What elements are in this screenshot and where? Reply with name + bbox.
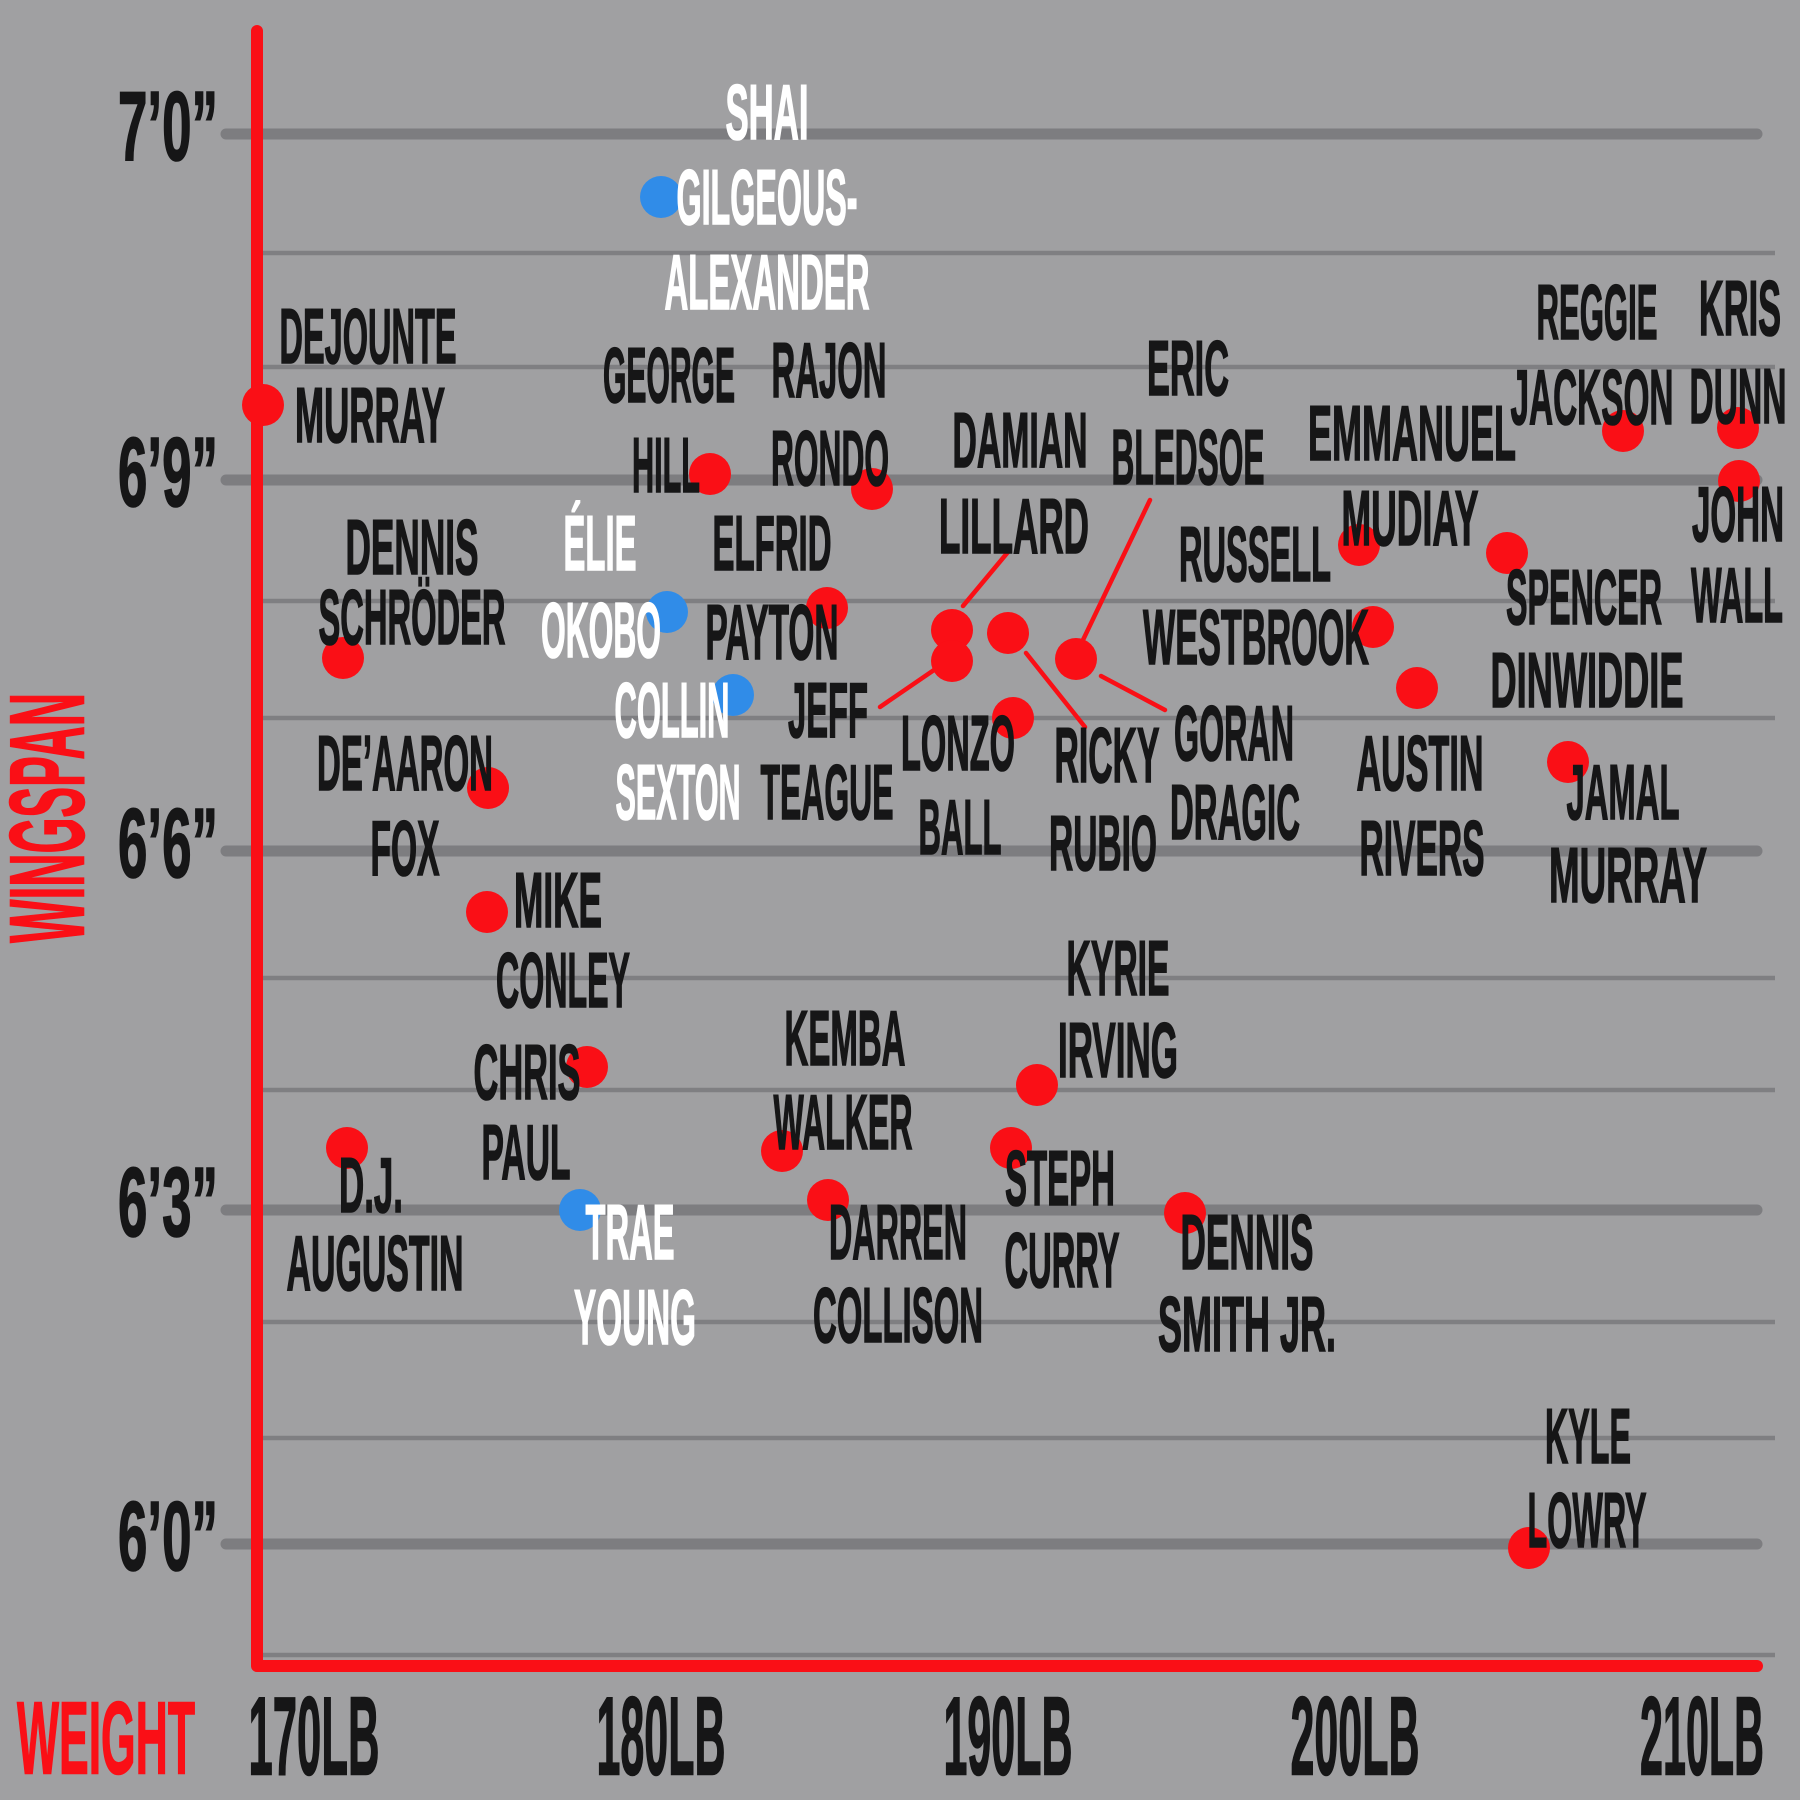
svg-text:LOWRY: LOWRY bbox=[1528, 1476, 1647, 1564]
svg-text:ERIC: ERIC bbox=[1147, 324, 1229, 412]
svg-text:KYRIE: KYRIE bbox=[1067, 924, 1170, 1012]
svg-text:OKOBO: OKOBO bbox=[541, 586, 661, 674]
svg-text:RONDO: RONDO bbox=[771, 414, 889, 502]
svg-text:MURRAY: MURRAY bbox=[1549, 831, 1707, 919]
svg-text:6’6”: 6’6” bbox=[118, 788, 218, 898]
svg-text:LILLARD: LILLARD bbox=[939, 482, 1089, 570]
svg-text:6’9”: 6’9” bbox=[118, 417, 218, 527]
svg-text:CHRIS: CHRIS bbox=[474, 1028, 581, 1116]
svg-text:ÉLIE: ÉLIE bbox=[564, 499, 637, 587]
svg-text:RAJON: RAJON bbox=[772, 326, 887, 414]
svg-text:RUBIO: RUBIO bbox=[1049, 799, 1157, 887]
svg-text:KYLE: KYLE bbox=[1545, 1392, 1631, 1480]
svg-text:LONZO: LONZO bbox=[901, 699, 1015, 787]
svg-text:CONLEY: CONLEY bbox=[496, 936, 630, 1024]
svg-text:JAMAL: JAMAL bbox=[1567, 748, 1680, 836]
svg-text:CURRY: CURRY bbox=[1005, 1216, 1120, 1304]
svg-text:BLEDSOE: BLEDSOE bbox=[1112, 413, 1265, 501]
svg-text:210LB: 210LB bbox=[1640, 1674, 1764, 1799]
svg-text:TRAE: TRAE bbox=[586, 1188, 675, 1276]
svg-text:180LB: 180LB bbox=[597, 1674, 726, 1799]
svg-text:IRVING: IRVING bbox=[1058, 1006, 1178, 1094]
svg-text:WEIGHT: WEIGHT bbox=[17, 1681, 195, 1796]
svg-text:7’0”: 7’0” bbox=[118, 71, 218, 181]
svg-text:PAUL: PAUL bbox=[482, 1108, 571, 1196]
svg-text:FOX: FOX bbox=[371, 804, 440, 892]
svg-text:WESTBROOK: WESTBROOK bbox=[1143, 593, 1369, 681]
svg-text:ALEXANDER: ALEXANDER bbox=[665, 238, 870, 326]
svg-text:TEAGUE: TEAGUE bbox=[761, 748, 894, 836]
svg-text:COLLIN: COLLIN bbox=[615, 666, 730, 754]
svg-text:EMMANUEL: EMMANUEL bbox=[1308, 389, 1516, 477]
svg-text:GEORGE: GEORGE bbox=[603, 331, 735, 419]
svg-text:GILGEOUS-: GILGEOUS- bbox=[677, 153, 858, 241]
svg-text:200LB: 200LB bbox=[1291, 1674, 1420, 1799]
svg-text:MURRAY: MURRAY bbox=[295, 371, 445, 459]
svg-text:JOHN: JOHN bbox=[1692, 470, 1784, 558]
svg-text:AUSTIN: AUSTIN bbox=[1357, 719, 1484, 807]
svg-text:COLLISON: COLLISON bbox=[813, 1271, 983, 1359]
svg-text:DENNIS: DENNIS bbox=[346, 503, 479, 591]
svg-text:MUDIAY: MUDIAY bbox=[1342, 474, 1479, 562]
svg-text:KEMBA: KEMBA bbox=[785, 994, 906, 1082]
svg-text:DARREN: DARREN bbox=[829, 1188, 967, 1276]
svg-text:AUGUSTIN: AUGUSTIN bbox=[287, 1219, 464, 1307]
svg-text:WINGSPAN: WINGSPAN bbox=[0, 693, 107, 943]
svg-text:PAYTON: PAYTON bbox=[706, 588, 839, 676]
svg-text:REGGIE: REGGIE bbox=[1537, 268, 1658, 356]
svg-text:JACKSON: JACKSON bbox=[1511, 353, 1674, 441]
svg-text:6’3”: 6’3” bbox=[118, 1147, 218, 1257]
svg-text:DUNN: DUNN bbox=[1690, 352, 1787, 440]
svg-text:SHAI: SHAI bbox=[726, 68, 809, 156]
svg-text:BALL: BALL bbox=[919, 783, 1002, 871]
svg-text:DRAGIC: DRAGIC bbox=[1170, 768, 1300, 856]
svg-text:RIVERS: RIVERS bbox=[1360, 804, 1485, 892]
svg-text:SEXTON: SEXTON bbox=[616, 748, 741, 836]
svg-text:190LB: 190LB bbox=[944, 1674, 1073, 1799]
svg-text:WALKER: WALKER bbox=[774, 1078, 913, 1166]
svg-text:HILL: HILL bbox=[632, 421, 700, 509]
svg-text:DENNIS: DENNIS bbox=[1181, 1198, 1314, 1286]
svg-text:170LB: 170LB bbox=[249, 1674, 380, 1799]
svg-text:RUSSELL: RUSSELL bbox=[1179, 510, 1331, 598]
svg-text:STEPH: STEPH bbox=[1005, 1134, 1115, 1222]
svg-text:KRIS: KRIS bbox=[1699, 264, 1781, 352]
svg-text:YOUNG: YOUNG bbox=[574, 1273, 696, 1361]
svg-text:DE’AARON: DE’AARON bbox=[317, 719, 493, 807]
svg-text:GORAN: GORAN bbox=[1174, 689, 1294, 777]
svg-text:6’0”: 6’0” bbox=[118, 1481, 218, 1591]
svg-text:WALL: WALL bbox=[1691, 551, 1783, 639]
svg-text:RICKY: RICKY bbox=[1055, 711, 1160, 799]
svg-text:SPENCER: SPENCER bbox=[1506, 553, 1662, 641]
svg-text:SCHRÖDER: SCHRÖDER bbox=[319, 573, 506, 661]
svg-text:DEJOUNTE: DEJOUNTE bbox=[280, 292, 457, 380]
svg-text:SMITH JR.: SMITH JR. bbox=[1158, 1280, 1336, 1368]
svg-text:MIKE: MIKE bbox=[514, 856, 602, 944]
svg-text:JEFF: JEFF bbox=[788, 666, 868, 754]
svg-text:ELFRID: ELFRID bbox=[713, 499, 832, 587]
svg-text:DINWIDDIE: DINWIDDIE bbox=[1491, 636, 1684, 724]
svg-text:DAMIAN: DAMIAN bbox=[953, 396, 1088, 484]
svg-text:D.J.: D.J. bbox=[339, 1141, 403, 1229]
